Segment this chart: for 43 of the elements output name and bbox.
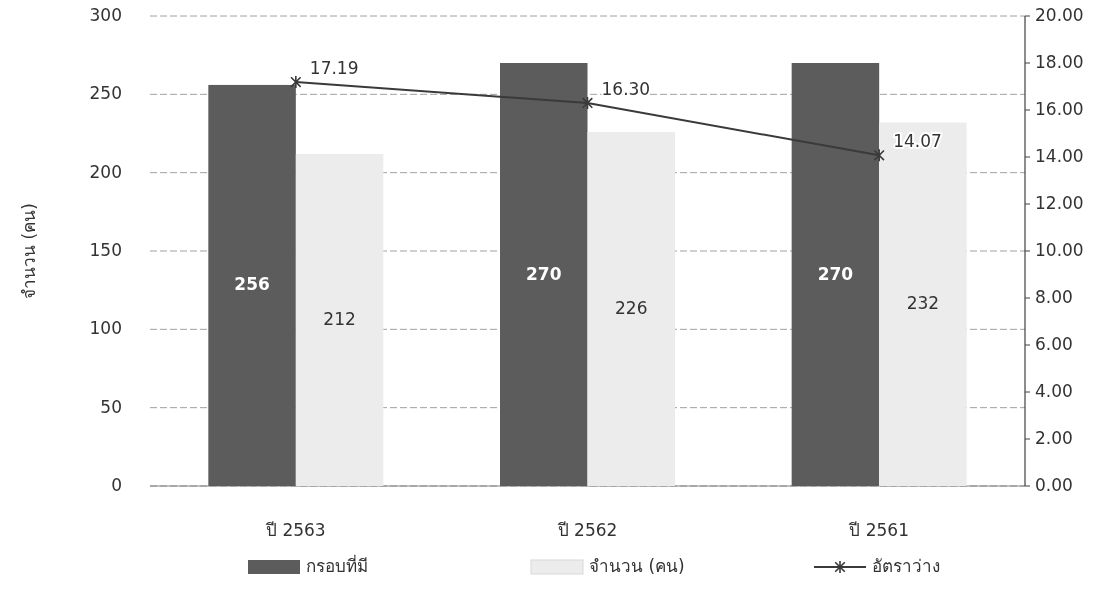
y2-tick-label: 20.00 [1035, 5, 1084, 25]
y2-tick-label: 14.00 [1035, 146, 1084, 166]
y2-tick-label: 4.00 [1035, 381, 1073, 401]
y2-tick-label: 8.00 [1035, 287, 1073, 307]
x-tick-label: ปี 2562 [556, 520, 618, 540]
data-label: 14.07 [893, 131, 942, 152]
legend-label: กรอบที่มี [306, 554, 368, 576]
y-tick-label: 300 [89, 5, 122, 25]
legend-label: จำนวน (คน) [589, 556, 685, 576]
y2-tick-label: 12.00 [1035, 193, 1084, 213]
point [873, 148, 885, 163]
y2-tick-label: 16.00 [1035, 99, 1084, 119]
bar [791, 63, 880, 486]
point [290, 75, 302, 89]
y2-tick-label: 18.00 [1035, 52, 1084, 72]
bar [208, 84, 296, 486]
data-label: 16.30 [601, 78, 651, 99]
bar [295, 153, 384, 486]
y2-tick-label: 10.00 [1035, 240, 1084, 260]
y-tick-label: 250 [89, 83, 122, 104]
y-axis-title: จำนวน (คน) [19, 203, 39, 299]
data-label: 256 [234, 274, 270, 295]
y-tick-label: 200 [89, 161, 122, 182]
y-tick-label: 150 [89, 240, 122, 260]
data-label: 226 [615, 297, 648, 318]
x-tick-label: ปี 2563 [265, 520, 326, 540]
point [581, 96, 594, 110]
y-tick-label: 100 [89, 318, 122, 339]
x-tick-label: ปี 2561 [848, 520, 909, 540]
data-label: 212 [323, 308, 356, 329]
bar [879, 122, 967, 486]
data-label: 17.19 [309, 58, 359, 79]
y2-tick-label: 0.00 [1035, 475, 1073, 495]
bar [500, 63, 588, 486]
y2-tick-label: 6.00 [1035, 334, 1073, 354]
y-tick-label: 0 [111, 475, 122, 495]
data-label: 232 [906, 293, 940, 314]
y2-tick-label: 2.00 [1035, 428, 1073, 448]
data-label: 270 [526, 263, 562, 284]
bar [587, 131, 675, 486]
y-tick-label: 50 [100, 396, 122, 417]
legend-label: อัตราว่าง [872, 556, 940, 576]
data-label: 270 [817, 263, 854, 284]
